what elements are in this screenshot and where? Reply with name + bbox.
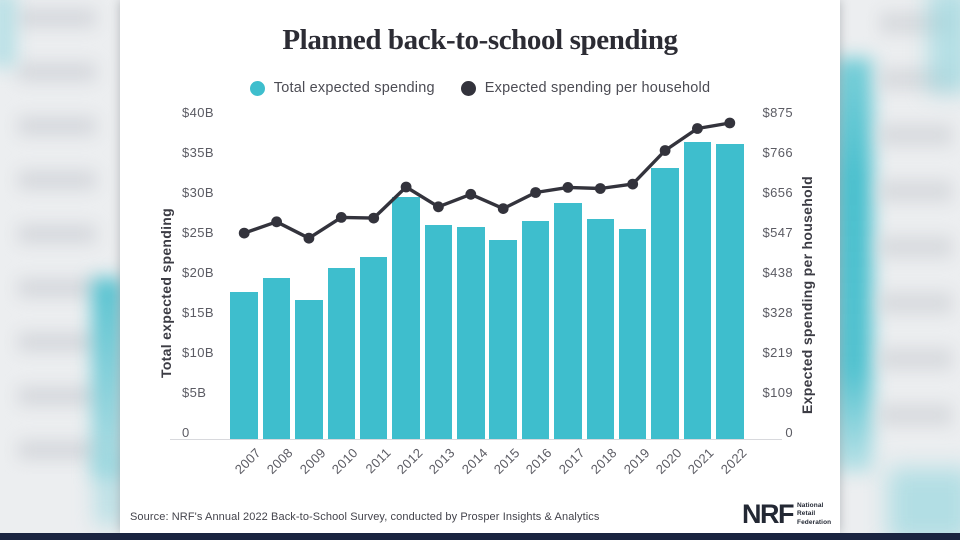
- chart-legend: Total expected spending Expected spendin…: [120, 80, 840, 96]
- line-point-2022: [724, 117, 736, 129]
- chart-title: Planned back-to-school spending: [282, 24, 678, 56]
- y-axis-tick-right: 0: [785, 425, 793, 440]
- legend-label-total-spending: Total expected spending: [273, 80, 435, 96]
- legend-dot-dark-icon: [460, 80, 476, 96]
- x-axis-label-2014: 2014: [458, 445, 491, 477]
- line-series-household: [238, 117, 736, 244]
- line-point-2007: [238, 227, 250, 239]
- line-point-2013: [433, 201, 444, 213]
- y-axis-tick-left: $5B: [182, 385, 207, 400]
- nrf-logo-wordmark: NRF: [742, 499, 795, 529]
- bottom-navy-bar: [0, 533, 960, 540]
- line-point-2008: [271, 216, 282, 228]
- chart-bar-2015: [489, 239, 517, 439]
- x-axis-label-2011: 2011: [362, 445, 394, 477]
- chart-bar-2020: [651, 167, 679, 439]
- nrf-logo-subtext-line: National: [797, 502, 824, 510]
- y-axis-tick-right: $875: [762, 105, 793, 120]
- chart-card: Planned back-to-school spending Total ex…: [120, 0, 840, 533]
- x-axis-label-2015: 2015: [490, 445, 523, 477]
- y-axis-tick-left: $15B: [182, 305, 214, 320]
- line-point-2019: [627, 178, 639, 190]
- chart-bar-2013: [424, 225, 453, 439]
- background-blur-right-text: [880, 12, 952, 460]
- x-axis-label-2010: 2010: [329, 445, 361, 477]
- legend-label-per-household: Expected spending per household: [484, 80, 711, 96]
- y-axis-tick-right: $547: [762, 225, 793, 240]
- line-point-2015: [497, 203, 509, 214]
- x-axis-label-2007: 2007: [231, 445, 264, 477]
- x-axis-label-2016: 2016: [523, 445, 556, 477]
- line-point-2010: [335, 212, 347, 223]
- x-axis-label-2012: 2012: [393, 445, 426, 477]
- chart-bar-2008: [262, 278, 291, 439]
- y-axis-title-left: Total expected spending: [158, 208, 174, 378]
- chart-bar-2018: [586, 219, 615, 439]
- line-point-2012: [400, 181, 412, 193]
- x-axis-label-2017: 2017: [555, 445, 588, 477]
- x-axis-label-2008: 2008: [264, 445, 297, 477]
- legend-dot-teal-icon: [249, 80, 265, 96]
- y-axis-tick-right: $328: [762, 305, 793, 320]
- chart-bar-2012: [392, 196, 420, 439]
- line-point-2017: [562, 182, 574, 193]
- x-axis-baseline: [170, 439, 782, 440]
- y-axis-tick-right: $438: [762, 265, 793, 280]
- background-blur-right-corner-bottom: [888, 468, 960, 540]
- background-blur-left-text: [18, 8, 96, 460]
- x-axis-label-2019: 2019: [620, 445, 653, 477]
- chart-bar-2022: [716, 143, 744, 439]
- y-axis-tick-right: $219: [762, 345, 793, 360]
- y-axis-tick-left: $30B: [182, 185, 214, 200]
- chart-bar-2010: [327, 267, 356, 439]
- chart-bar-2021: [683, 142, 712, 439]
- y-axis-tick-right: $656: [762, 185, 793, 200]
- y-axis-tick-left: 0: [182, 425, 190, 440]
- x-axis-label-2022: 2022: [717, 445, 750, 477]
- line-point-2020: [659, 145, 671, 156]
- chart-bar-2019: [618, 229, 647, 439]
- y-axis-tick-left: $35B: [182, 145, 214, 160]
- chart-bar-2007: [230, 291, 258, 439]
- source-attribution: Source: NRF's Annual 2022 Back-to-School…: [130, 511, 600, 523]
- chart-bar-2009: [295, 299, 323, 439]
- background-blur-left-teal-band: [92, 278, 122, 478]
- x-axis-label-2021: 2021: [685, 445, 718, 477]
- line-point-2021: [692, 123, 703, 134]
- background-blur-right-corner-top: [928, 0, 960, 93]
- y-axis-tick-left: $25B: [182, 225, 214, 240]
- line-point-2018: [594, 183, 606, 194]
- line-point-2011: [368, 212, 380, 224]
- y-axis-tick-left: $10B: [182, 345, 214, 360]
- y-axis-tick-left: $20B: [182, 265, 214, 280]
- line-point-2009: [303, 232, 315, 244]
- x-axis-label-2009: 2009: [296, 445, 329, 477]
- line-point-2014: [465, 188, 477, 200]
- nrf-logo-subtext: National Retail Federation: [797, 502, 831, 526]
- chart-bar-2014: [457, 227, 485, 439]
- line-point-2016: [530, 187, 541, 198]
- nrf-logo: NRF National Retail Federation: [742, 501, 831, 528]
- line-path: [242, 121, 732, 240]
- legend-item-per-household: Expected spending per household: [460, 80, 711, 96]
- legend-item-total-spending: Total expected spending: [249, 80, 435, 96]
- y-axis-tick-right: $109: [762, 385, 793, 400]
- background-blur-left-teal-low: [96, 455, 122, 525]
- background-blur-left-corner: [0, 0, 16, 67]
- chart-bar-2011: [359, 256, 388, 439]
- x-axis-label-2020: 2020: [652, 445, 685, 477]
- y-axis-tick-right: $766: [762, 145, 793, 160]
- nrf-logo-subtext-line: Retail: [797, 510, 816, 518]
- x-axis-label-2013: 2013: [426, 445, 459, 477]
- y-axis-title-right: Expected spending per household: [799, 176, 815, 414]
- chart-bar-2016: [521, 220, 550, 439]
- background-blur-right-teal-band: [836, 58, 872, 472]
- y-axis-tick-left: $40B: [182, 105, 214, 120]
- x-axis-label-2018: 2018: [588, 445, 620, 477]
- chart-bar-2017: [554, 203, 582, 439]
- nrf-logo-subtext-line: Federation: [797, 518, 832, 526]
